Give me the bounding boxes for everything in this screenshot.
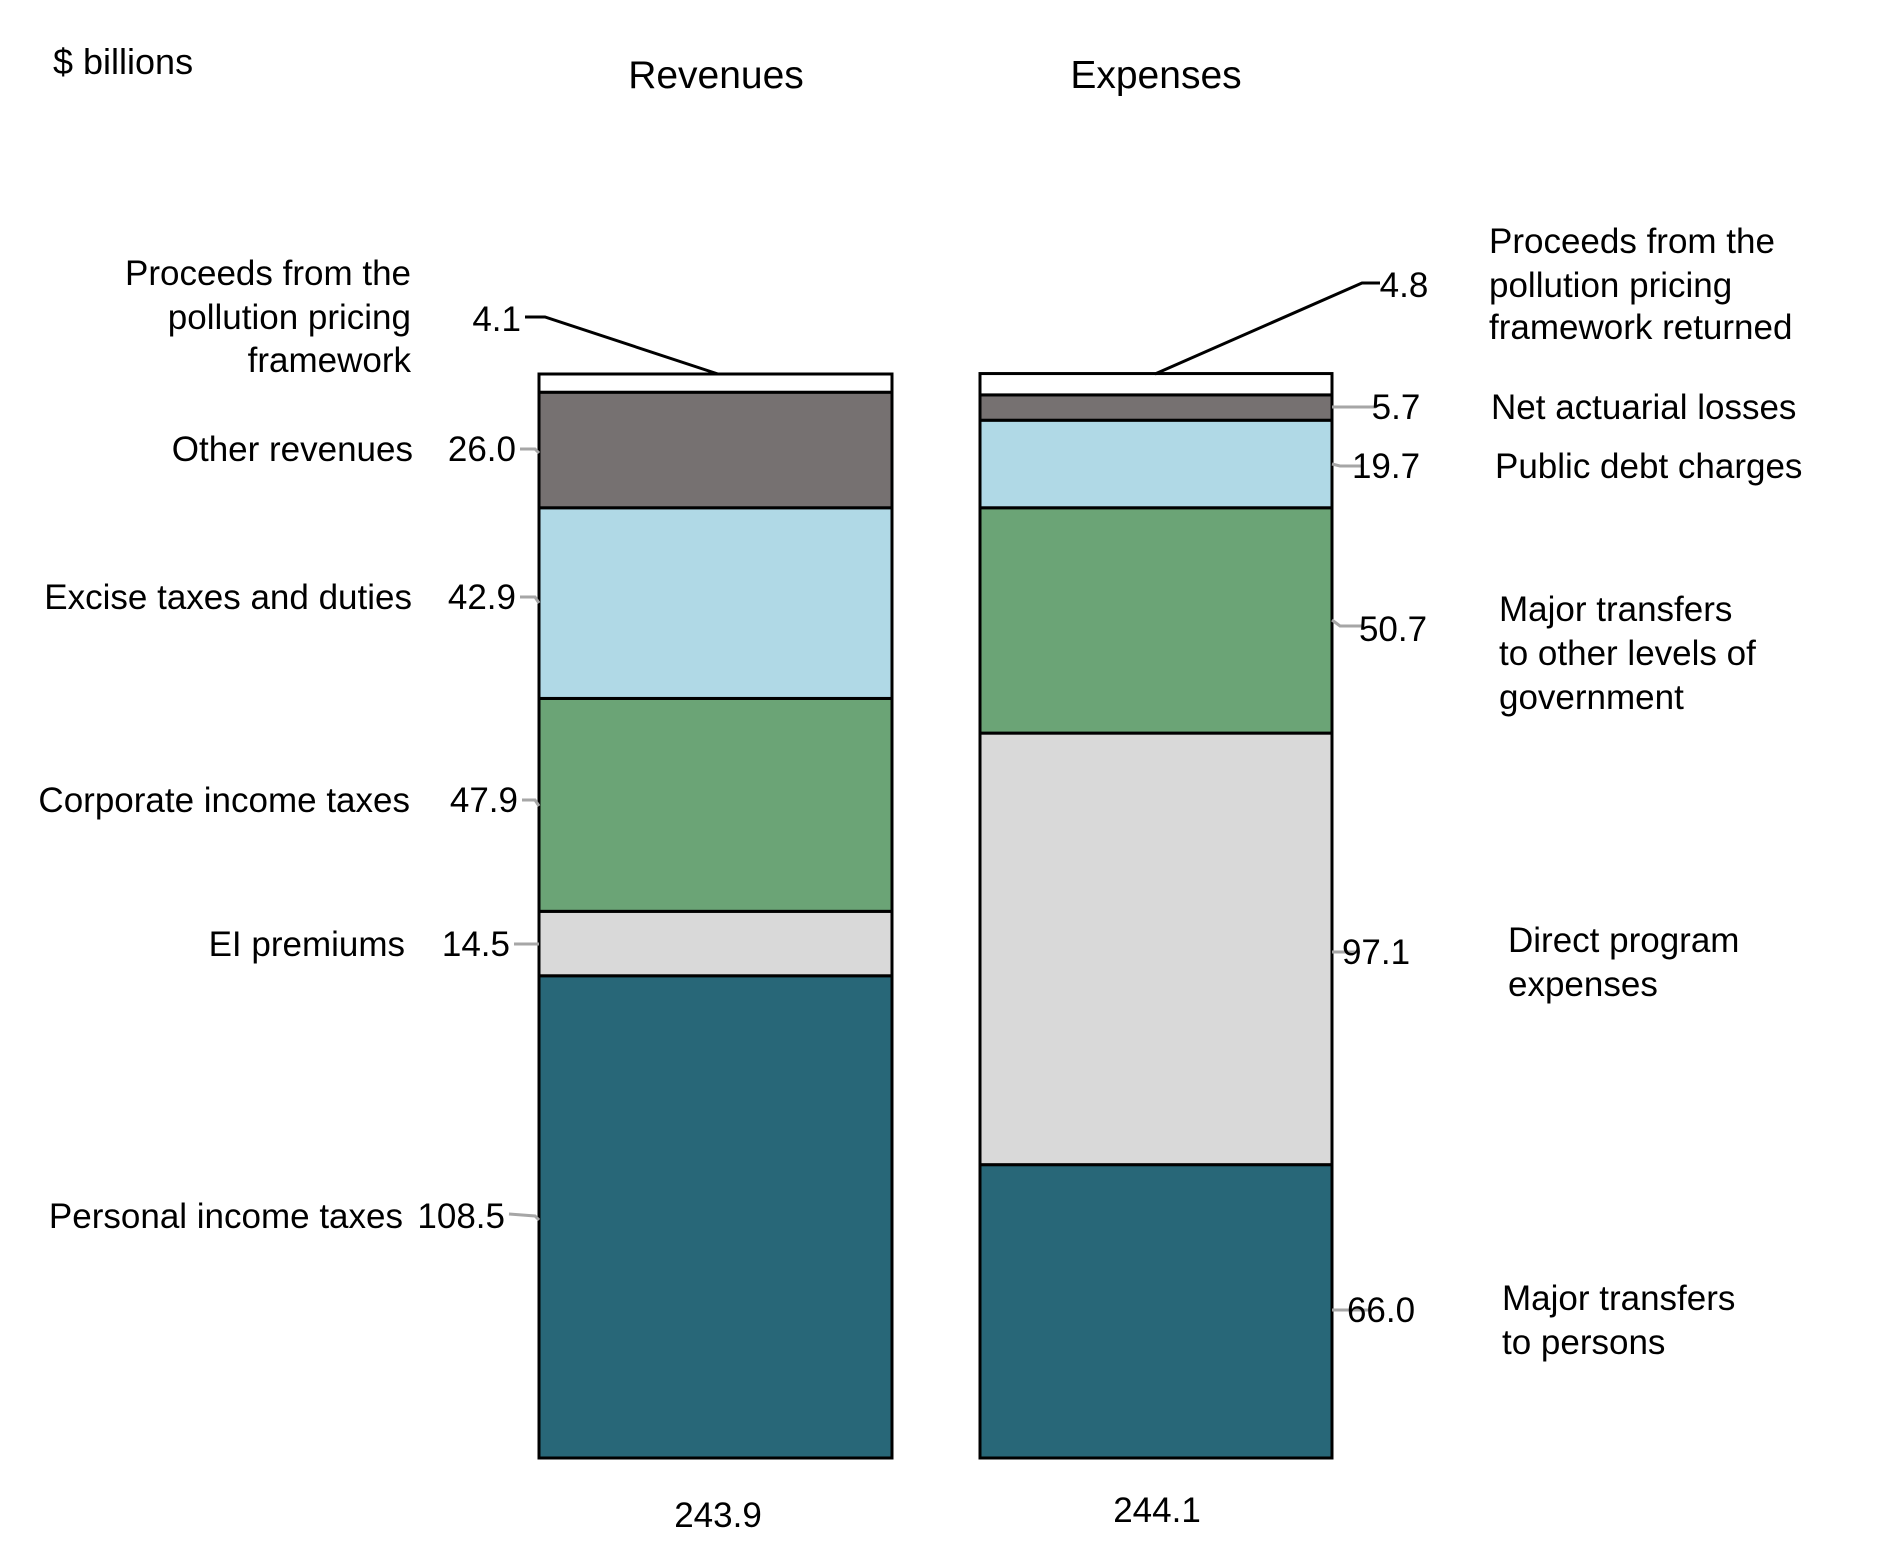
value-label-revenues-other-revenues: 26.0 <box>448 430 516 469</box>
segment-label-expenses-proceeds-from-the-pollution-pricing-framework-returned-line-2: pollution pricing <box>1489 266 1732 305</box>
segment-label-expenses-net-actuarial-losses: Net actuarial losses <box>1491 388 1796 427</box>
bar-segment-revenues-other-revenues <box>537 390 894 510</box>
segment-label-expenses-public-debt-charges: Public debt charges <box>1495 447 1802 486</box>
bar-segment-revenues-proceeds-from-the-pollution-pricing-framework <box>537 372 894 394</box>
bar-segment-revenues-ei-premiums <box>537 909 894 978</box>
leader-line-expenses-major-transfers-to-other-levels-of-government <box>1331 618 1364 628</box>
value-label-revenues-corporate-income-taxes: 47.9 <box>450 781 518 820</box>
bar-segment-revenues-excise-taxes-and-duties <box>537 506 894 700</box>
segment-label-expenses-direct-program-expenses-line-2: expenses <box>1508 965 1658 1004</box>
bar-segment-expenses-major-transfers-to-other-levels-of-government <box>978 506 1334 735</box>
bar-segment-expenses-direct-program-expenses <box>978 731 1334 1167</box>
leader-line-revenues-personal-income-taxes <box>508 1212 541 1222</box>
segment-label-expenses-major-transfers-to-persons-line-1: Major transfers <box>1502 1279 1735 1318</box>
units-label: $ billions <box>53 41 193 82</box>
value-label-revenues-ei-premiums: 14.5 <box>442 925 510 964</box>
value-label-expenses-public-debt-charges: 19.7 <box>1352 447 1420 486</box>
segment-label-revenues-excise-taxes-and-duties: Excise taxes and duties <box>44 578 412 617</box>
value-label-revenues-proceeds-from-the-pollution-pricing-framework: 4.1 <box>472 300 521 339</box>
segment-label-revenues-proceeds-from-the-pollution-pricing-framework-line-2: pollution pricing <box>168 298 411 337</box>
segment-label-revenues-personal-income-taxes: Personal income taxes <box>49 1197 403 1236</box>
total-revenues: 243.9 <box>674 1496 762 1535</box>
value-label-expenses-net-actuarial-losses: 5.7 <box>1372 388 1421 427</box>
segment-label-revenues-ei-premiums: EI premiums <box>209 925 405 964</box>
total-expenses: 244.1 <box>1113 1491 1201 1530</box>
bar-segment-expenses-major-transfers-to-persons <box>978 1163 1334 1460</box>
segment-label-revenues-proceeds-from-the-pollution-pricing-framework-line-1: Proceeds from the <box>125 254 411 293</box>
value-label-revenues-excise-taxes-and-duties: 42.9 <box>448 578 516 617</box>
bar-segment-revenues-corporate-income-taxes <box>537 696 894 913</box>
leader-line-expenses-proceeds-from-the-pollution-pricing-framework-returned <box>1154 281 1380 376</box>
value-label-revenues-personal-income-taxes: 108.5 <box>417 1197 505 1236</box>
leader-line-expenses-public-debt-charges <box>1331 462 1362 468</box>
segment-label-revenues-corporate-income-taxes: Corporate income taxes <box>38 781 410 820</box>
segment-label-expenses-direct-program-expenses-line-1: Direct program <box>1508 921 1739 960</box>
segment-label-expenses-proceeds-from-the-pollution-pricing-framework-returned-line-3: framework returned <box>1489 308 1792 347</box>
segment-label-expenses-proceeds-from-the-pollution-pricing-framework-returned-line-1: Proceeds from the <box>1489 222 1775 261</box>
leader-line-revenues-proceeds-from-the-pollution-pricing-framework <box>525 315 719 376</box>
bar-segment-expenses-net-actuarial-losses <box>978 393 1334 422</box>
value-label-expenses-proceeds-from-the-pollution-pricing-framework-returned: 4.8 <box>1380 266 1429 305</box>
labels-layer: 108.5 Personal income taxes 14.5 EI premium… <box>38 222 1802 1362</box>
value-label-expenses-major-transfers-to-other-levels-of-government: 50.7 <box>1359 610 1427 649</box>
value-label-expenses-direct-program-expenses: 97.1 <box>1342 933 1410 972</box>
segment-label-revenues-other-revenues: Other revenues <box>172 430 413 469</box>
bar-title-expenses: Expenses <box>1070 54 1241 97</box>
leader-lines-layer <box>508 281 1380 1312</box>
bar-segment-expenses-proceeds-from-the-pollution-pricing-framework-returned <box>978 372 1334 397</box>
segment-label-expenses-major-transfers-to-other-levels-of-government-line-1: Major transfers <box>1499 590 1732 629</box>
bar-segment-revenues-personal-income-taxes <box>537 974 894 1460</box>
segment-label-expenses-major-transfers-to-other-levels-of-government-line-2: to other levels of <box>1499 634 1756 673</box>
bar-title-revenues: Revenues <box>628 54 804 97</box>
value-label-expenses-major-transfers-to-persons: 66.0 <box>1347 1291 1415 1330</box>
segment-label-expenses-major-transfers-to-other-levels-of-government-line-3: government <box>1499 678 1684 717</box>
leader-line-revenues-corporate-income-taxes <box>522 798 541 807</box>
bar-segment-expenses-public-debt-charges <box>978 418 1334 510</box>
bars-layer <box>537 372 1334 1460</box>
leader-line-revenues-excise-taxes-and-duties <box>520 595 541 604</box>
segment-label-revenues-proceeds-from-the-pollution-pricing-framework-line-3: framework <box>248 341 412 380</box>
leader-line-revenues-other-revenues <box>520 447 541 455</box>
segment-label-expenses-major-transfers-to-persons-line-2: to persons <box>1502 1323 1665 1362</box>
